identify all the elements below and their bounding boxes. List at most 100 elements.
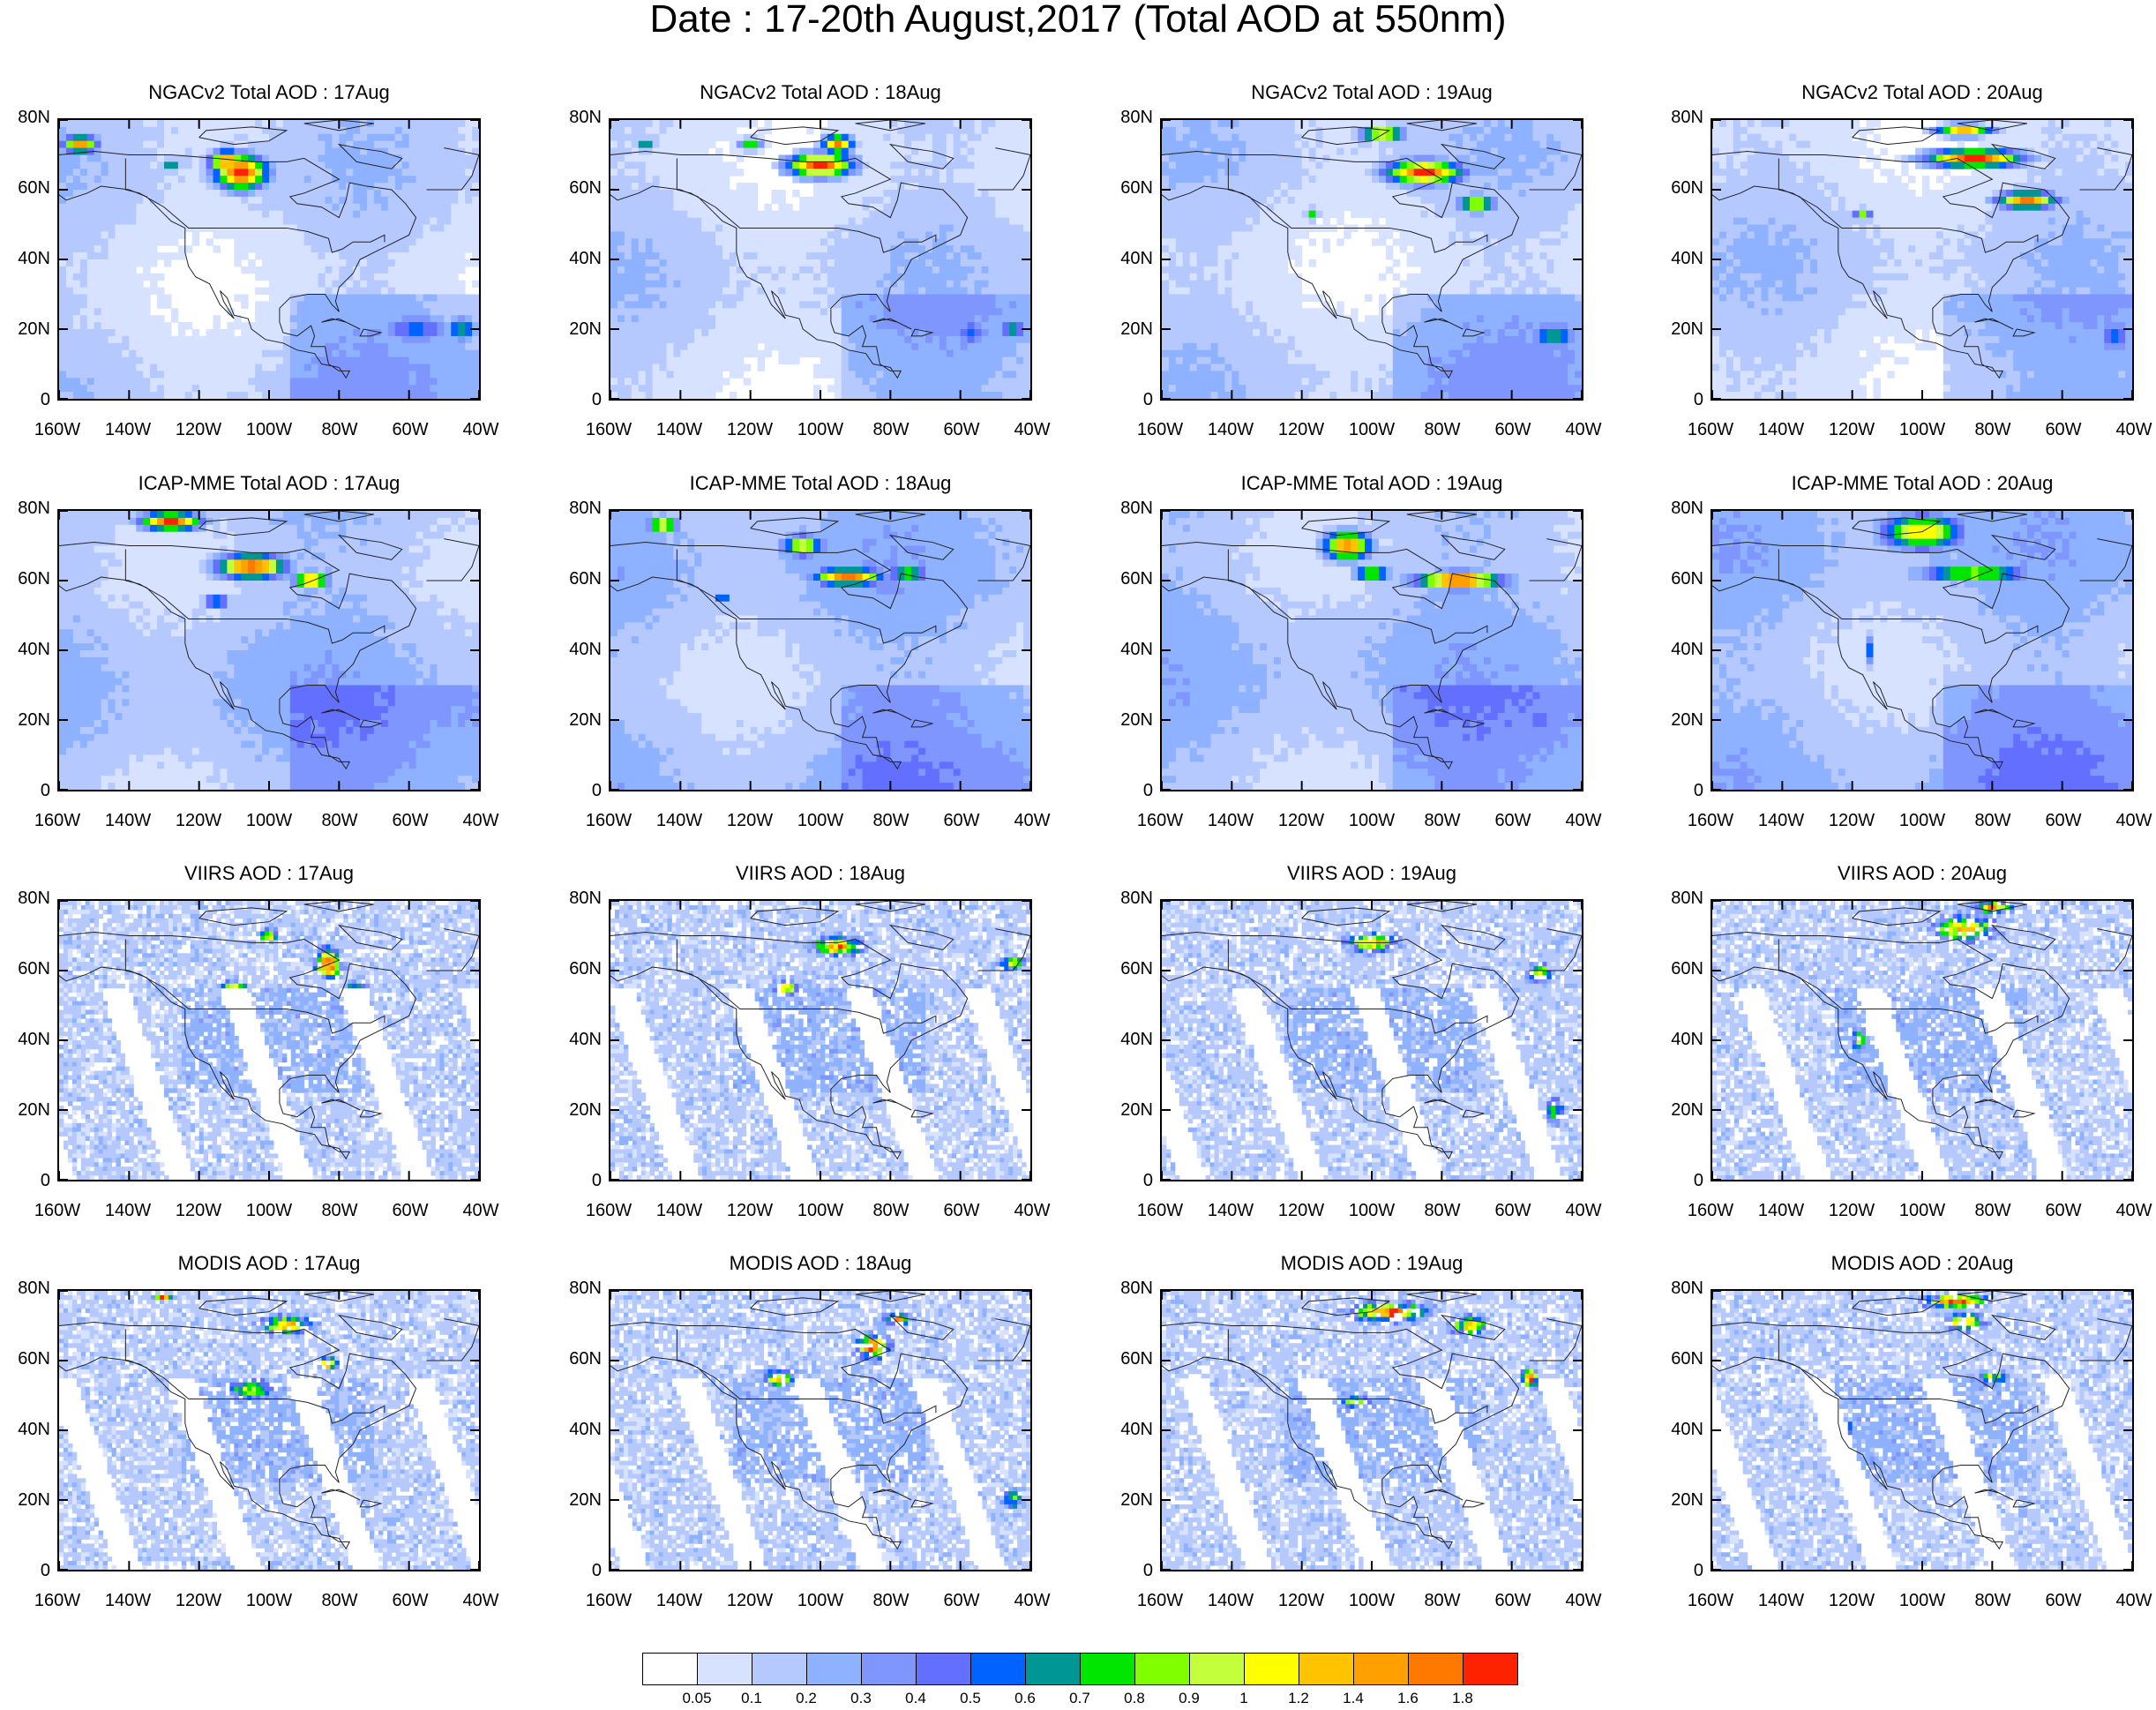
- map-panel: NGACv2 Total AOD : 17Aug 80N 60N 40N 20N 0 160…: [18, 81, 498, 439]
- latitude-tick-label: 60N: [3, 1349, 50, 1369]
- colorbar-label: 0.7: [1069, 1690, 1090, 1707]
- longitude-tick-label: 140W: [105, 1591, 151, 1611]
- coastline: [910, 1499, 934, 1508]
- aod-map: [1711, 1289, 2134, 1571]
- longitude-tick-label: 100W: [797, 811, 843, 831]
- longitude-tick-label: 160W: [1137, 1201, 1183, 1221]
- coastline: [2012, 719, 2036, 728]
- longitude-tick-label: 120W: [727, 1591, 773, 1611]
- latitude-tick-label: 60N: [1656, 569, 1703, 589]
- map-panel: ICAP-MME Total AOD : 20Aug 80N 60N 40N 20N 0 1…: [1671, 472, 2152, 830]
- latitude-tick-label: 80N: [3, 108, 50, 128]
- coastline: [321, 1099, 361, 1111]
- map-panel: NGACv2 Total AOD : 20Aug 80N 60N 40N 20N 0 160…: [1671, 81, 2152, 439]
- coastline: [426, 928, 479, 971]
- colorbar-swatch: [1134, 1653, 1190, 1685]
- coastline: [977, 147, 1030, 191]
- coastline: [1406, 901, 1478, 912]
- coastline: [1990, 143, 2056, 169]
- longitude-tick-label: 40W: [462, 420, 498, 440]
- coastline: [977, 928, 1030, 971]
- coastline: [59, 932, 417, 1160]
- longitude-tick-label: 80W: [1424, 1201, 1460, 1221]
- aod-map: [609, 899, 1032, 1181]
- latitude-tick-label: 60N: [554, 569, 602, 589]
- coastline: [610, 151, 969, 379]
- panel-title: MODIS AOD : 20Aug: [1831, 1252, 2014, 1275]
- longitude-tick-label: 80W: [321, 1201, 357, 1221]
- latitude-tick-label: 40N: [1105, 1420, 1153, 1440]
- coastline: [1424, 318, 1464, 330]
- latitude-tick-label: 60N: [554, 1349, 602, 1369]
- coastline: [855, 1291, 926, 1302]
- coastline: [750, 907, 840, 926]
- panel-title: NGACv2 Total AOD : 17Aug: [148, 81, 390, 104]
- coastline: [855, 120, 926, 131]
- map-panel: MODIS AOD : 19Aug 80N 60N 40N 20N 0 160W 140W 12…: [1120, 1252, 1601, 1610]
- coastline: [59, 1322, 417, 1550]
- aod-map: [1160, 1289, 1583, 1571]
- panel-title: VIIRS AOD : 17Aug: [184, 862, 354, 885]
- aod-map: [1711, 509, 2134, 791]
- panel-title: ICAP-MME Total AOD : 19Aug: [1241, 472, 1503, 495]
- latitude-tick-label: 40N: [554, 1420, 602, 1440]
- longitude-tick-label: 160W: [586, 420, 632, 440]
- coastline: [977, 538, 1030, 581]
- aod-field: [59, 120, 479, 399]
- longitude-tick-label: 80W: [321, 811, 357, 831]
- latitude-tick-label: 20N: [554, 319, 602, 340]
- panel-title: ICAP-MME Total AOD : 20Aug: [1792, 472, 2054, 495]
- latitude-tick-label: 0: [1105, 1171, 1153, 1191]
- coastline: [1424, 1489, 1464, 1501]
- latitude-tick-label: 80N: [1656, 1279, 1703, 1299]
- country-border: [1778, 549, 2039, 644]
- longitude-tick-label: 80W: [1424, 1591, 1460, 1611]
- coastline: [303, 511, 375, 522]
- longitude-tick-label: 140W: [1758, 420, 1804, 440]
- colorbar-swatch: [1463, 1653, 1518, 1685]
- longitude-tick-label: 120W: [1278, 1591, 1324, 1611]
- coastline: [1974, 1489, 2014, 1501]
- aod-field: [1712, 120, 2132, 399]
- aod-field: [59, 1291, 479, 1570]
- colorbar-label: 0.05: [682, 1690, 711, 1707]
- aod-map: [57, 509, 481, 791]
- longitude-tick-label: 100W: [246, 420, 292, 440]
- coastline: [1406, 120, 1478, 131]
- coastline: [1852, 517, 1942, 536]
- latitude-tick-label: 0: [3, 781, 50, 801]
- coastline: [610, 542, 969, 770]
- coastline: [1990, 924, 2056, 950]
- country-border: [1227, 549, 1488, 644]
- longitude-tick-label: 100W: [1349, 420, 1395, 440]
- aod-field: [1162, 901, 1582, 1180]
- map-panel: VIIRS AOD : 20Aug 80N 60N 40N 20N 0 160W 140W 12…: [1671, 862, 2152, 1220]
- longitude-tick-label: 140W: [1758, 1201, 1804, 1221]
- map-panel: MODIS AOD : 20Aug 80N 60N 40N 20N 0 160W 140W 12…: [1671, 1252, 2152, 1610]
- coastline: [910, 328, 934, 337]
- longitude-tick-label: 80W: [1974, 811, 2010, 831]
- coastline: [872, 709, 912, 721]
- coastline: [1957, 1291, 2028, 1302]
- colorbar-swatch: [1025, 1653, 1081, 1685]
- coastline: [2012, 328, 2036, 337]
- longitude-tick-label: 140W: [105, 811, 151, 831]
- coastline: [321, 1489, 361, 1501]
- latitude-tick-label: 60N: [1105, 1349, 1153, 1369]
- longitude-tick-label: 60W: [392, 1201, 428, 1221]
- longitude-tick-label: 160W: [1688, 1591, 1733, 1611]
- country-border: [1778, 158, 2039, 253]
- longitude-tick-label: 100W: [797, 1201, 843, 1221]
- colorbar-swatch: [1353, 1653, 1409, 1685]
- latitude-tick-label: 80N: [1656, 499, 1703, 519]
- latitude-tick-label: 40N: [1105, 640, 1153, 660]
- aod-map: [609, 1289, 1032, 1571]
- longitude-tick-label: 60W: [1494, 1591, 1531, 1611]
- coastline: [303, 901, 375, 912]
- longitude-tick-label: 80W: [872, 811, 909, 831]
- longitude-tick-label: 100W: [246, 811, 292, 831]
- colorbar-swatch: [697, 1653, 752, 1685]
- colorbar-swatch: [916, 1653, 971, 1685]
- aod-field: [610, 511, 1030, 790]
- panel-title: NGACv2 Total AOD : 18Aug: [700, 81, 941, 104]
